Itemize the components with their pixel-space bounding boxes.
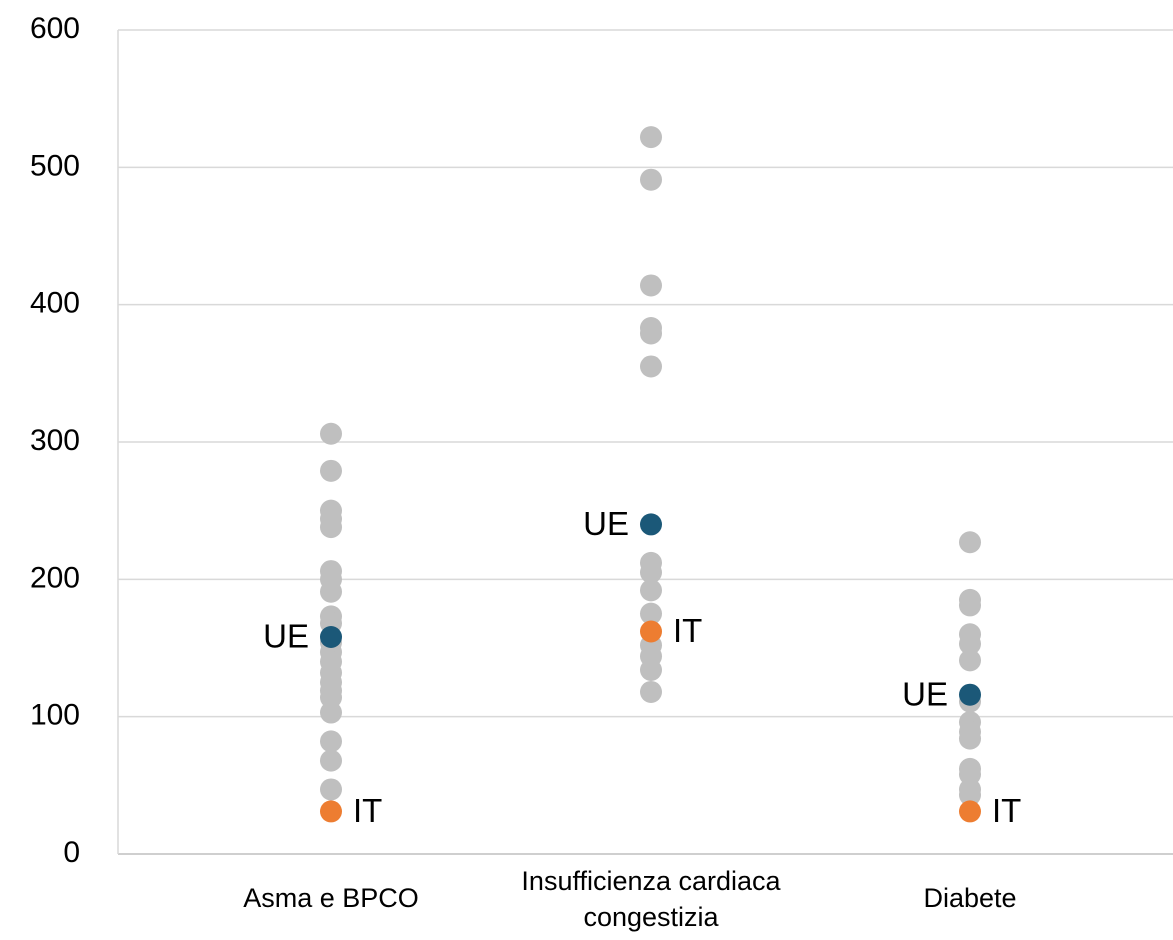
- point: [320, 459, 342, 482]
- point: [959, 800, 981, 823]
- point: [959, 783, 981, 806]
- y-tick-label: 600: [30, 12, 80, 45]
- x-tick-label: Insufficienza cardiaca congestizia: [521, 866, 781, 932]
- point: [320, 749, 342, 772]
- point: [320, 686, 342, 709]
- point: [320, 800, 342, 823]
- y-tick-label: 500: [30, 149, 80, 182]
- point-label: IT: [992, 792, 1021, 829]
- point: [959, 763, 981, 786]
- point: [320, 701, 342, 724]
- y-tick-label: 300: [30, 424, 80, 457]
- y-tick-label: 400: [30, 287, 80, 320]
- point: [640, 680, 662, 703]
- point: [320, 422, 342, 445]
- point: [640, 168, 662, 191]
- point-label: IT: [673, 612, 702, 649]
- point: [640, 561, 662, 584]
- point-label: UE: [902, 675, 948, 712]
- x-tick-label: Diabete: [923, 883, 1016, 913]
- point: [959, 649, 981, 672]
- point: [640, 126, 662, 149]
- y-tick-label: 100: [30, 699, 80, 732]
- x-tick-label: Asma e BPCO: [243, 883, 419, 913]
- point: [640, 620, 662, 643]
- y-tick-label: 200: [30, 561, 80, 594]
- y-tick-label: 0: [63, 836, 80, 869]
- point: [640, 513, 662, 536]
- point: [959, 632, 981, 655]
- point: [320, 580, 342, 603]
- point: [640, 274, 662, 297]
- point: [640, 322, 662, 345]
- point: [640, 602, 662, 625]
- point: [640, 355, 662, 378]
- point-label: IT: [353, 792, 382, 829]
- point: [959, 683, 981, 706]
- point: [320, 516, 342, 539]
- point: [320, 626, 342, 649]
- point-label: UE: [583, 505, 629, 542]
- point-label: UE: [263, 618, 309, 655]
- point: [320, 778, 342, 801]
- point: [959, 727, 981, 750]
- point: [640, 579, 662, 602]
- point: [640, 658, 662, 681]
- point: [959, 531, 981, 554]
- point: [959, 594, 981, 617]
- point: [320, 730, 342, 753]
